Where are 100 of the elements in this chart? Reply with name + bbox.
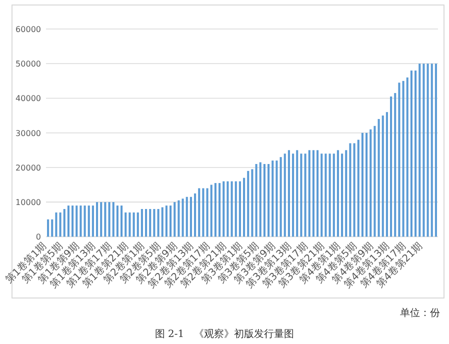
- bar: [116, 206, 118, 237]
- bar: [136, 212, 139, 237]
- bar: [398, 82, 400, 237]
- bar: [434, 64, 437, 237]
- bar: [300, 154, 302, 237]
- y-tick-label: 40000: [16, 94, 41, 104]
- bar: [157, 209, 160, 237]
- bar: [345, 150, 348, 237]
- bar: [132, 212, 135, 237]
- bar: [276, 160, 278, 237]
- bar: [247, 170, 250, 237]
- bar: [92, 206, 94, 237]
- bar: [280, 157, 282, 237]
- bar: [124, 212, 127, 237]
- text: 单位：份: [400, 307, 440, 319]
- bar: [255, 164, 258, 237]
- bar: [206, 188, 208, 237]
- bar: [161, 207, 164, 237]
- bar: [414, 70, 417, 237]
- bar: [349, 143, 352, 237]
- bar: [234, 181, 237, 237]
- bar: [394, 93, 396, 237]
- bar: [320, 154, 323, 237]
- y-tick-label: 10000: [16, 198, 41, 208]
- bar: [357, 140, 360, 237]
- bar: [324, 154, 327, 237]
- bar: [226, 181, 229, 237]
- bar: [263, 164, 266, 237]
- bar: [304, 154, 306, 237]
- bar: [190, 196, 192, 237]
- bar: [72, 206, 74, 237]
- bar: [76, 206, 78, 237]
- bar: [410, 70, 412, 237]
- bar: [336, 150, 339, 237]
- bar: [268, 164, 270, 237]
- bar: [182, 198, 184, 237]
- bar: [402, 80, 404, 237]
- bar: [145, 209, 148, 237]
- bar: [378, 119, 380, 237]
- bar: [51, 219, 54, 237]
- bar: [386, 112, 388, 237]
- bar: [382, 116, 384, 237]
- bar: [100, 202, 102, 237]
- bar: [361, 132, 364, 237]
- bar: [59, 212, 62, 237]
- bar: [153, 209, 156, 237]
- text: 图 2-1 《观察》初版发行量图: [154, 328, 294, 340]
- y-tick-label: 50000: [16, 60, 41, 69]
- y-tick-label: 0: [36, 232, 41, 242]
- bar: [288, 150, 290, 237]
- bar: [430, 64, 433, 237]
- bar: [178, 200, 180, 237]
- bar: [422, 64, 425, 237]
- bar: [140, 209, 143, 237]
- bar: [251, 169, 254, 237]
- bar: [328, 154, 331, 237]
- bar: [316, 150, 319, 237]
- bar: [84, 206, 86, 237]
- bar: [198, 188, 200, 237]
- bar: [210, 184, 212, 237]
- bar: [104, 202, 106, 237]
- bar: [292, 154, 294, 237]
- bar: [374, 126, 376, 237]
- bar: [230, 181, 233, 237]
- bar: [341, 154, 344, 237]
- bar: [128, 212, 131, 237]
- bar: [170, 206, 172, 237]
- bar: [149, 209, 152, 237]
- y-tick-label: 60000: [16, 25, 41, 34]
- bar: [202, 188, 204, 237]
- bar: [63, 209, 66, 237]
- bar: [96, 202, 98, 237]
- bar: [296, 150, 298, 237]
- bar: [55, 212, 58, 237]
- bar: [366, 132, 368, 237]
- bar: [272, 160, 274, 237]
- bar: [80, 206, 82, 237]
- bar: [308, 150, 310, 237]
- bar: [390, 96, 392, 237]
- bar: [284, 154, 286, 237]
- bar: [67, 206, 70, 237]
- bar: [312, 150, 314, 237]
- bar: [370, 129, 372, 237]
- bar: [406, 77, 408, 237]
- bar: [218, 183, 221, 237]
- bar: [222, 181, 225, 237]
- bar: [194, 193, 196, 237]
- bar: [120, 206, 123, 237]
- bar: [108, 202, 110, 237]
- bar: [88, 206, 90, 237]
- bar: [186, 196, 188, 237]
- bar: [165, 206, 168, 237]
- bar: [332, 154, 335, 237]
- bar: [47, 219, 50, 237]
- bar: [418, 64, 421, 237]
- bar: [353, 143, 356, 237]
- bar: [426, 64, 429, 237]
- bar: [259, 162, 262, 237]
- y-tick-label: 20000: [16, 163, 41, 172]
- bar: [243, 178, 246, 237]
